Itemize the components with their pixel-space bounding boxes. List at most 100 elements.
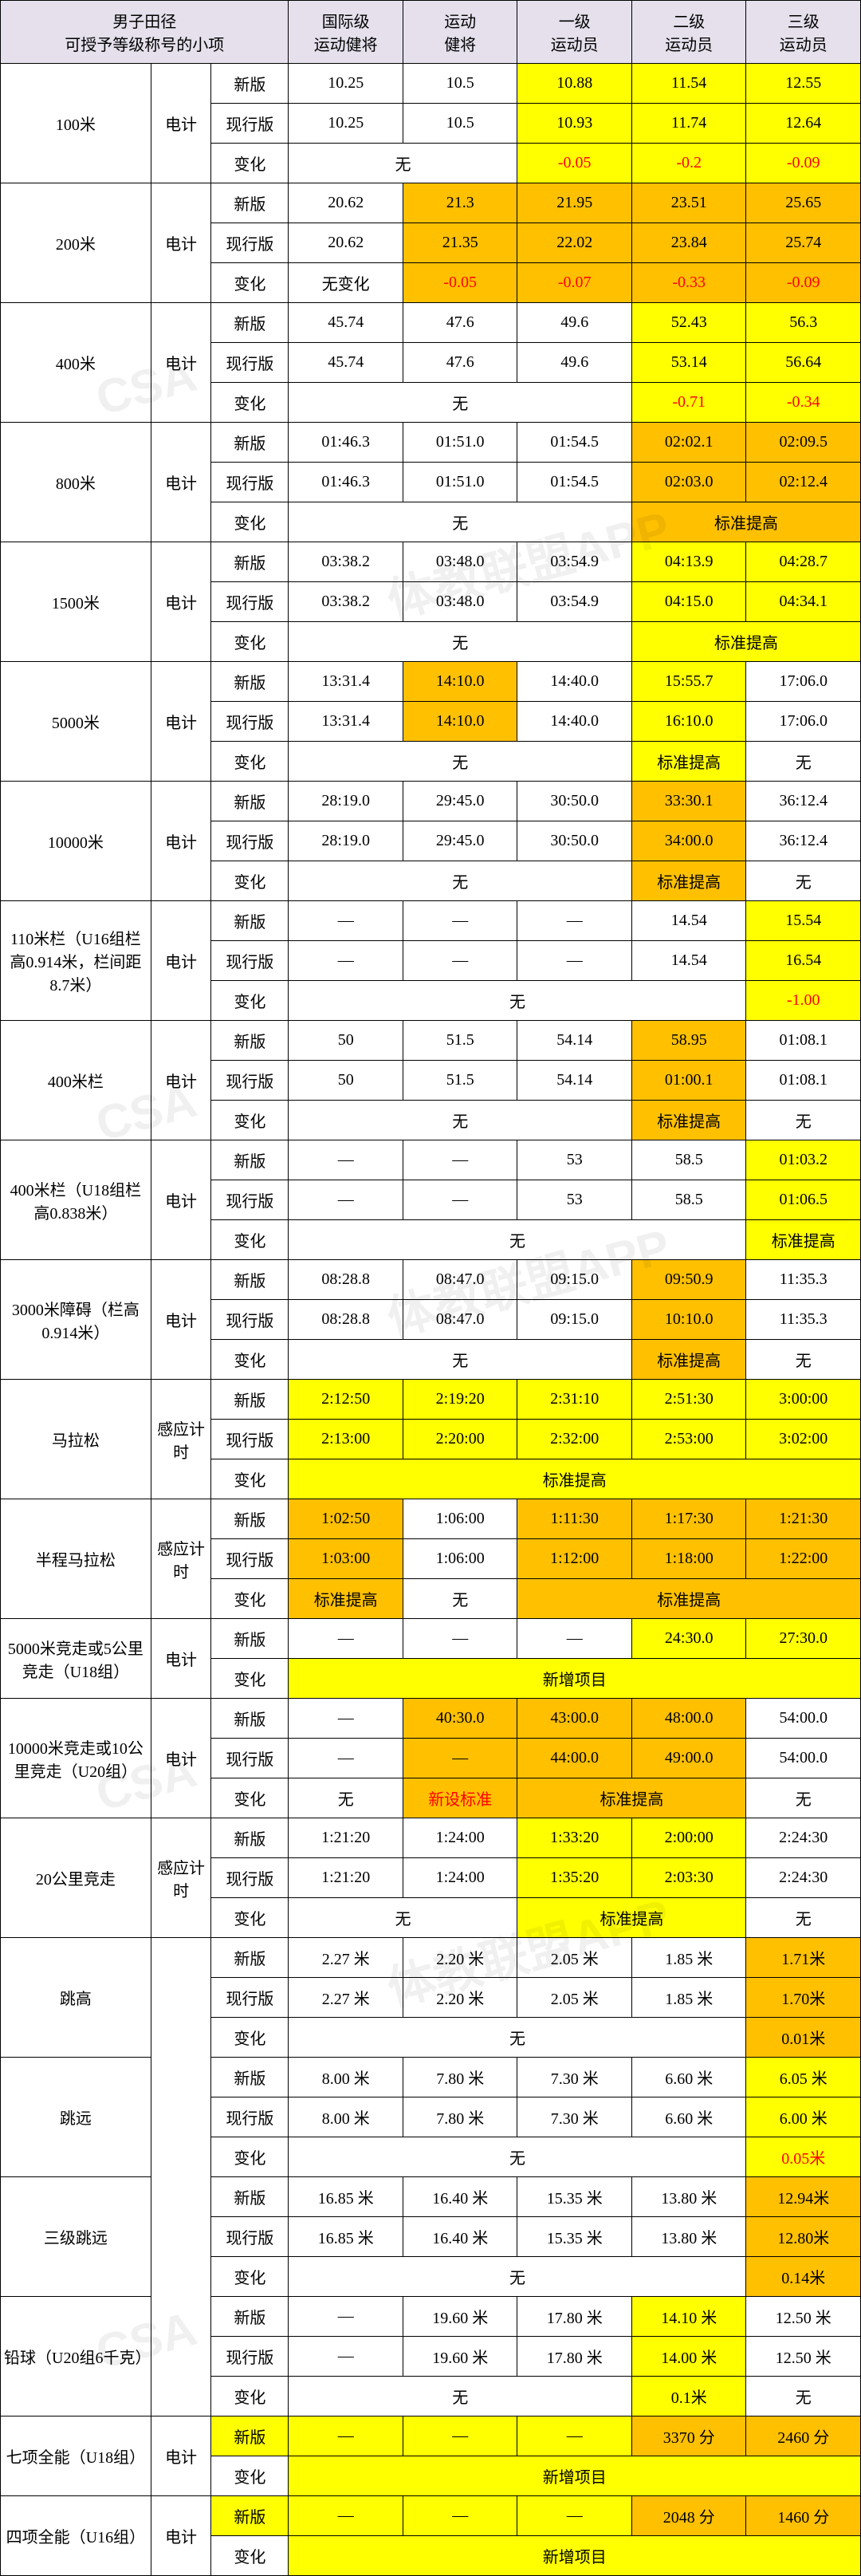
change-cell: 无 — [289, 502, 632, 542]
change-cell: -0.34 — [746, 383, 861, 423]
value-cell: 11:35.3 — [746, 1300, 861, 1340]
value-cell: 24:30.0 — [631, 1619, 746, 1659]
value-cell: 7.80 米 — [403, 2097, 517, 2137]
value-cell: 54.14 — [517, 1061, 632, 1101]
value-cell: — — [289, 2496, 403, 2536]
value-cell: 14:10.0 — [403, 662, 517, 702]
value-cell: 01:54.5 — [517, 423, 632, 463]
value-cell: 12.50 米 — [746, 2297, 861, 2337]
event-name: 10000米竞走或10公里竞走（U20组） — [1, 1699, 151, 1818]
value-cell: 08:28.8 — [289, 1260, 403, 1300]
version-label: 新版 — [211, 423, 289, 463]
event-name: 5000米 — [1, 662, 151, 782]
change-cell: 无 — [289, 1220, 746, 1260]
value-cell: 01:06.5 — [746, 1180, 861, 1220]
value-cell: — — [403, 1739, 517, 1778]
value-cell: 04:34.1 — [746, 582, 861, 622]
change-cell: -0.09 — [746, 263, 861, 303]
event-name: 3000米障碍（栏高0.914米） — [1, 1260, 151, 1380]
value-cell: 49.6 — [517, 303, 632, 343]
value-cell: 1:17:30 — [631, 1499, 746, 1539]
value-cell: 54:00.0 — [746, 1739, 861, 1778]
value-cell: 1:22:00 — [746, 1539, 861, 1579]
value-cell: 53.14 — [631, 343, 746, 383]
value-cell: 10:10.0 — [631, 1300, 746, 1340]
event-name: 20公里竞走 — [1, 1818, 151, 1938]
value-cell: 2.05 米 — [517, 1938, 632, 1978]
change-cell: 无 — [746, 2377, 861, 2416]
value-cell: 01:03.2 — [746, 1140, 861, 1180]
value-cell: 56.64 — [746, 343, 861, 383]
value-cell: 02:03.0 — [631, 463, 746, 502]
value-cell: 6.60 米 — [631, 2097, 746, 2137]
value-cell: 21.35 — [403, 223, 517, 263]
change-cell: 标准提高 — [289, 1579, 403, 1619]
change-cell: 标准提高 — [289, 1459, 861, 1499]
value-cell: 17.80 米 — [517, 2337, 632, 2377]
version-label: 现行版 — [211, 1180, 289, 1220]
value-cell: — — [403, 941, 517, 981]
value-cell: 01:00.1 — [631, 1061, 746, 1101]
value-cell: 1:12:00 — [517, 1539, 632, 1579]
value-cell: 6.05 米 — [746, 2058, 861, 2097]
value-cell: — — [289, 1619, 403, 1659]
value-cell: 6.00 米 — [746, 2097, 861, 2137]
change-cell: 无 — [403, 1579, 517, 1619]
value-cell: 52.43 — [631, 303, 746, 343]
col-header-1: 运动健将 — [403, 1, 517, 64]
version-label: 新版 — [211, 1021, 289, 1061]
value-cell: 03:54.9 — [517, 542, 632, 582]
value-cell: 2:00:00 — [631, 1818, 746, 1858]
value-cell: 1.70米 — [746, 1978, 861, 2018]
value-cell: 03:38.2 — [289, 542, 403, 582]
value-cell: 2:19:20 — [403, 1380, 517, 1420]
change-cell: 无 — [746, 1340, 861, 1380]
value-cell: 10.88 — [517, 64, 632, 104]
version-label: 现行版 — [211, 104, 289, 144]
value-cell: 19.60 米 — [403, 2337, 517, 2377]
value-cell: 29:45.0 — [403, 782, 517, 821]
timing-method: 感应计时 — [151, 1380, 211, 1499]
value-cell: 08:28.8 — [289, 1300, 403, 1340]
value-cell: — — [403, 1180, 517, 1220]
event-name: 10000米 — [1, 782, 151, 901]
timing-method: 电计 — [151, 1699, 211, 1818]
value-cell: — — [517, 901, 632, 941]
version-label: 变化 — [211, 502, 289, 542]
value-cell: 2460 分 — [746, 2416, 861, 2456]
value-cell: 25.74 — [746, 223, 861, 263]
change-cell: 新增项目 — [289, 1659, 861, 1699]
value-cell: — — [517, 2416, 632, 2456]
value-cell: 54:00.0 — [746, 1699, 861, 1739]
change-cell: 标准提高 — [746, 1220, 861, 1260]
value-cell: 20.62 — [289, 223, 403, 263]
version-label: 现行版 — [211, 343, 289, 383]
value-cell: 11.54 — [631, 64, 746, 104]
event-name: 400米 — [1, 303, 151, 423]
version-label: 现行版 — [211, 821, 289, 861]
event-name: 400米栏（U18组栏高0.838米） — [1, 1140, 151, 1260]
value-cell: 40:30.0 — [403, 1699, 517, 1739]
value-cell: 19.60 米 — [403, 2297, 517, 2337]
value-cell: 2.27 米 — [289, 1938, 403, 1978]
value-cell: 03:54.9 — [517, 582, 632, 622]
change-cell: 无 — [746, 1101, 861, 1140]
change-cell: -0.2 — [631, 144, 746, 183]
version-label: 变化 — [211, 861, 289, 901]
value-cell: 1:35:20 — [517, 1858, 632, 1898]
value-cell: 1:21:30 — [746, 1499, 861, 1539]
value-cell: 1:21:20 — [289, 1858, 403, 1898]
value-cell: — — [289, 1140, 403, 1180]
value-cell: 15:55.7 — [631, 662, 746, 702]
value-cell: 2.05 米 — [517, 1978, 632, 2018]
event-name: 1500米 — [1, 542, 151, 662]
value-cell: 1:18:00 — [631, 1539, 746, 1579]
value-cell: 09:50.9 — [631, 1260, 746, 1300]
value-cell: 27:30.0 — [746, 1619, 861, 1659]
value-cell: 6.60 米 — [631, 2058, 746, 2097]
change-cell: 标准提高 — [631, 1340, 746, 1380]
value-cell: 33:30.1 — [631, 782, 746, 821]
version-label: 新版 — [211, 782, 289, 821]
value-cell: 04:13.9 — [631, 542, 746, 582]
value-cell: 01:08.1 — [746, 1021, 861, 1061]
